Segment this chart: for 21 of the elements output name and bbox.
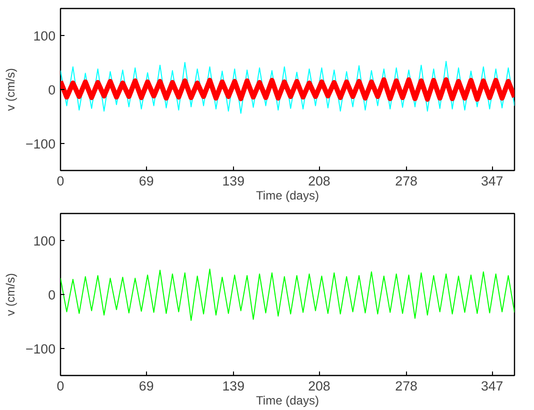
- line-series: [60, 268, 514, 321]
- x-tick-label: 69: [138, 174, 154, 188]
- y-tick-label: 100: [33, 234, 56, 248]
- x-axis-title: Time (days): [256, 188, 319, 202]
- x-tick-label: 278: [395, 174, 418, 188]
- x-axis-title: Time (days): [256, 394, 319, 408]
- x-tick-label: 347: [480, 174, 504, 188]
- x-tick-label: 278: [395, 378, 418, 394]
- y-tick-label: 0: [48, 288, 56, 302]
- y-axis-title: v (cm/s): [3, 68, 18, 111]
- x-tick-label: 347: [480, 378, 504, 394]
- y-tick-label: −100: [25, 136, 56, 152]
- x-tick-label: 139: [222, 174, 245, 188]
- y-tick-label: 100: [33, 28, 56, 44]
- y-tick-label: 0: [48, 82, 56, 98]
- x-tick-label: 139: [222, 378, 245, 394]
- y-tick-label: −100: [25, 342, 56, 356]
- x-tick-label: 69: [138, 378, 154, 394]
- x-tick-label: 208: [308, 378, 330, 394]
- x-tick-label: 208: [308, 174, 330, 188]
- y-axis-title: v (cm/s): [3, 273, 18, 316]
